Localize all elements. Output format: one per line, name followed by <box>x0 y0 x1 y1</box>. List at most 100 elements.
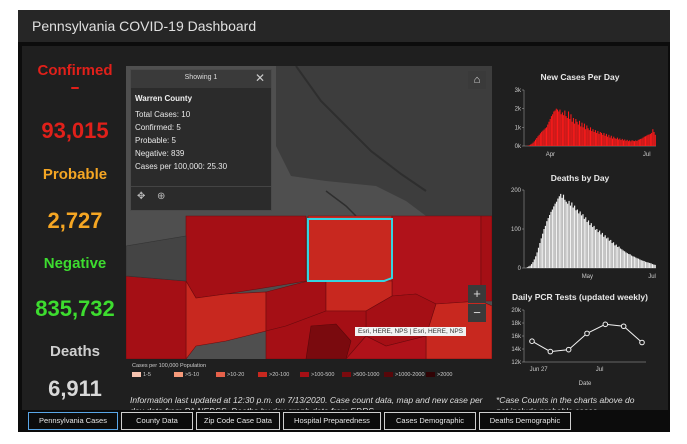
county-popup: Showing 1 ✕ Warren County Total Cases: 1… <box>130 69 272 211</box>
tab-hospital-preparedness[interactable]: Hospital Preparedness <box>283 412 381 430</box>
bar <box>586 125 588 146</box>
tab-zip-code-case-data[interactable]: Zip Code Case Data <box>196 412 280 430</box>
deaths-chart-title: Deaths by Day <box>550 173 610 183</box>
bar <box>615 138 617 146</box>
bar <box>560 114 562 146</box>
legend-item: 1-5 <box>132 372 151 378</box>
bar <box>644 261 647 268</box>
dashboard-title: Pennsylvania COVID-19 Dashboard <box>32 18 257 34</box>
legend-swatch <box>258 372 267 378</box>
tab-pennsylvania-cases[interactable]: Pennsylvania Cases <box>28 412 118 430</box>
bar <box>550 211 552 268</box>
y-tick-label: 12k <box>511 360 522 366</box>
neighbor-state-shape <box>126 235 187 282</box>
bar <box>597 232 599 268</box>
bar <box>597 131 599 146</box>
bar <box>549 118 551 146</box>
bar <box>542 233 544 268</box>
bar <box>587 220 590 268</box>
popup-negative: Negative: 839 <box>135 149 185 158</box>
bar <box>550 116 552 146</box>
pcr-point <box>584 330 590 337</box>
county-shape[interactable] <box>126 275 187 359</box>
county-map[interactable]: ⌂ + − Esri, HERE, NPS | Esri, HERE, NPS <box>126 66 492 359</box>
y-tick-label: 2k <box>515 107 522 113</box>
bar <box>548 121 550 146</box>
deaths-label: Deaths <box>49 343 101 360</box>
zoom-to-icon[interactable]: ⊕ <box>157 191 166 202</box>
legend-swatch <box>216 372 225 378</box>
bar <box>583 218 585 268</box>
bar <box>637 139 639 146</box>
county-shape[interactable] <box>185 215 307 299</box>
bar <box>583 123 585 146</box>
bar <box>544 128 546 146</box>
tab-deaths-demographic[interactable]: Deaths Demographic <box>479 412 571 430</box>
legend-label: 1-5 <box>143 372 151 378</box>
bar <box>600 234 602 268</box>
bar <box>607 237 609 268</box>
confirmed-underline <box>71 87 79 89</box>
bar <box>649 133 651 146</box>
close-icon[interactable]: ✕ <box>254 71 265 85</box>
bar <box>572 207 574 268</box>
pcr-point <box>547 348 554 355</box>
bar <box>599 132 601 146</box>
pcr-line <box>531 323 643 353</box>
dashboard-header: Pennsylvania COVID-19 Dashboard <box>18 10 670 42</box>
deaths-value: 6,911 <box>48 376 102 401</box>
map-canvas[interactable] <box>126 66 492 359</box>
negative-value: 835,732 <box>35 296 115 321</box>
legend-label: >5-10 <box>185 372 200 378</box>
bar <box>651 132 653 146</box>
tab-cases-demographic[interactable]: Cases Demographic <box>384 412 476 430</box>
move-icon[interactable]: ✥ <box>137 191 146 202</box>
home-icon[interactable]: ⌂ <box>468 71 486 89</box>
bar <box>646 135 648 146</box>
bar <box>605 133 607 146</box>
county-shape[interactable] <box>345 335 427 359</box>
bar <box>553 206 555 268</box>
legend-label: >1000-2000 <box>395 372 425 378</box>
bar <box>653 132 655 146</box>
x-tick-label: Jul <box>648 274 656 280</box>
bar <box>552 114 554 146</box>
bar <box>601 132 603 146</box>
pcr-chart-title: Daily PCR Tests (updated weekly) <box>512 292 648 302</box>
bar <box>581 122 583 146</box>
bar <box>580 215 583 268</box>
legend-item: >500-1000 <box>342 372 379 378</box>
y-tick-label: 18k <box>511 321 522 327</box>
bar <box>564 110 566 146</box>
warren-county-highlight[interactable] <box>307 218 393 282</box>
bar <box>630 141 632 146</box>
county-shape[interactable] <box>480 215 492 302</box>
bar <box>551 209 553 268</box>
bar <box>585 217 587 268</box>
bar <box>561 197 563 268</box>
zoom-in-button[interactable]: + <box>468 285 486 303</box>
map-attribution: Esri, HERE, NPS | Esri, HERE, NPS <box>355 327 466 336</box>
bar <box>610 239 612 268</box>
bar <box>570 114 572 146</box>
x-tick-label: Jul <box>596 367 604 373</box>
bar <box>558 196 560 268</box>
tab-county-data[interactable]: County Data <box>121 412 193 430</box>
bar <box>601 232 603 268</box>
map-legend: 1-5 >5-10 >10-20 >20-100 >100-500 >500-1000 >1… <box>132 372 492 382</box>
county-shape[interactable] <box>305 323 352 359</box>
bar <box>544 225 547 268</box>
x-tick-label: Jun 27 <box>530 367 549 373</box>
bar <box>604 135 606 146</box>
bar <box>624 251 626 268</box>
bar <box>626 253 629 268</box>
bar <box>562 194 565 268</box>
bar <box>571 121 573 146</box>
bar <box>580 126 582 146</box>
bar <box>593 225 595 268</box>
bar <box>536 137 538 146</box>
legend-swatch <box>384 372 393 378</box>
zoom-out-button[interactable]: − <box>468 304 486 322</box>
bar <box>653 264 655 268</box>
bar <box>565 116 567 146</box>
